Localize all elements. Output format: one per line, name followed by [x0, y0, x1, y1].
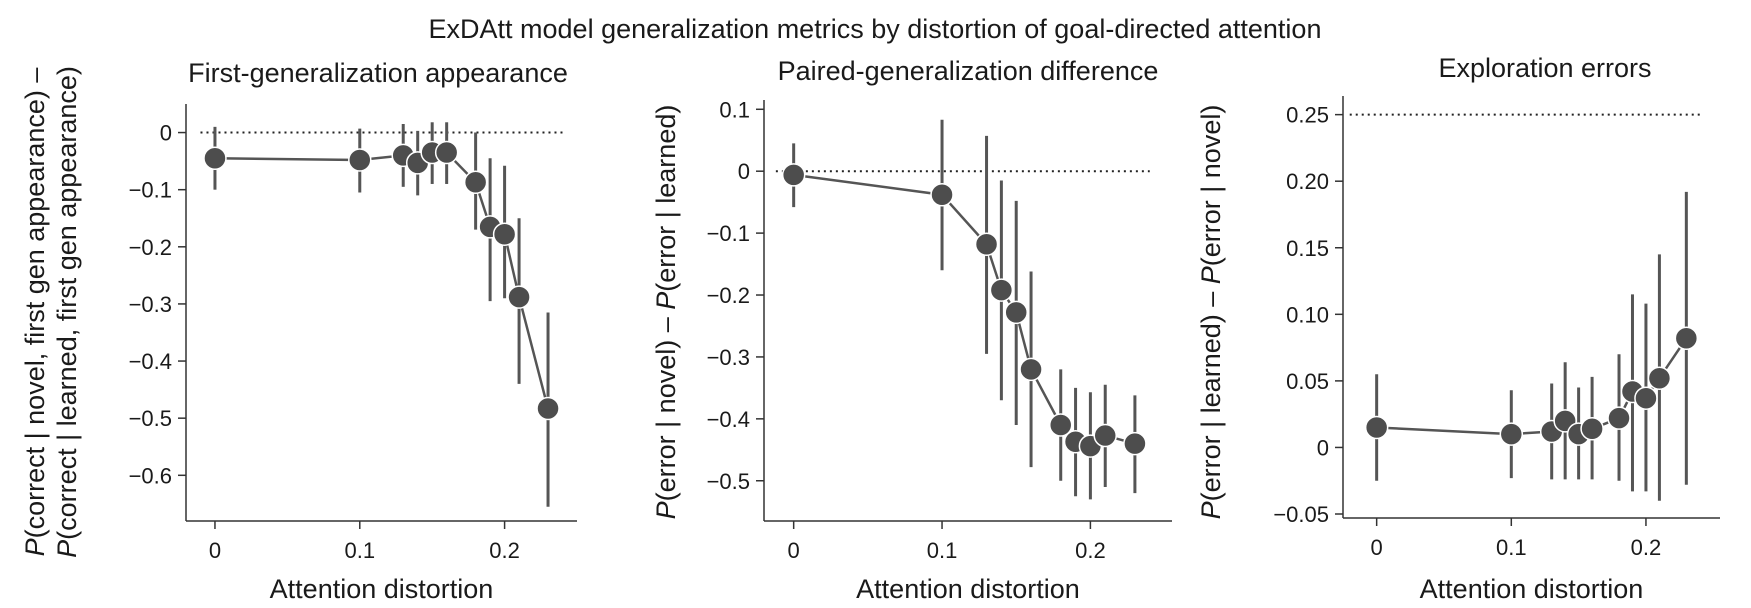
x-tick-label: 0.2	[489, 538, 520, 563]
series-line	[793, 173, 1136, 448]
x-tick-label: 0	[209, 538, 221, 563]
y-tick-label: 0.05	[1286, 369, 1329, 394]
y-tick-label: 0	[738, 159, 750, 184]
y-axis-label-part: (correct | learned, first gen appearance…	[52, 66, 82, 540]
data-point	[536, 396, 560, 421]
x-tick-label: 0.1	[1496, 535, 1527, 560]
y-tick-label: 0.1	[719, 97, 750, 122]
y-tick-label: 0.25	[1286, 103, 1329, 128]
x-tick-label: 0.2	[1075, 538, 1106, 563]
y-axis-label-part: (correct | novel, first gen appearance) …	[20, 68, 50, 539]
panel-title: Exploration errors	[1438, 53, 1651, 83]
panel-title: First-generalization appearance	[188, 58, 568, 88]
y-axis-label-part: P	[1196, 266, 1226, 284]
data-point	[463, 170, 488, 195]
y-tick-label: −0.4	[707, 407, 750, 432]
data-point	[1019, 357, 1043, 382]
data-point	[1048, 413, 1073, 437]
data-point	[1093, 423, 1117, 448]
x-tick-label: 0	[788, 538, 800, 563]
panel-title: Paired-generalization difference	[778, 56, 1159, 86]
chart-panel-1: First-generalization appearance 0 −0.1 −0.2…	[20, 58, 577, 604]
data-point	[1647, 366, 1672, 390]
x-tick-label: 0.1	[927, 538, 958, 563]
chart-panel-3: Exploration errors0.250.200.150.100.050−…	[1196, 53, 1720, 604]
data-point	[1674, 326, 1699, 351]
chart-panel-2: Paired-generalization difference 0.1 0 −0.1…	[651, 56, 1172, 604]
y-tick-label: 0	[160, 121, 172, 146]
y-tick-label: −0.3	[129, 292, 172, 317]
y-axis-label: P(correct | novel, first gen appearance)…	[20, 68, 50, 557]
x-axis-label: Attention distortion	[856, 574, 1080, 604]
data-point	[348, 148, 372, 172]
y-axis-label-part: (error | learned) –	[1196, 284, 1226, 501]
data-point	[930, 182, 954, 207]
series-line	[214, 151, 550, 409]
data-point	[1580, 417, 1604, 441]
y-tick-label: 0.10	[1286, 302, 1329, 327]
data-point	[434, 140, 459, 165]
data-point	[507, 285, 531, 309]
y-tick-label: −0.4	[129, 349, 172, 374]
y-tick-label: −0.1	[707, 221, 750, 246]
y-tick-label: −0.3	[707, 345, 750, 370]
data-point	[1004, 300, 1028, 325]
x-axis-label: Attention distortion	[270, 574, 494, 604]
data-point	[1499, 422, 1524, 446]
x-tick-label: 0	[1371, 535, 1383, 560]
y-tick-label: −0.6	[129, 463, 172, 488]
x-tick-label: 0.1	[344, 538, 375, 563]
y-axis-label: P(error | learned) – P(error | novel)	[1196, 105, 1226, 520]
data-point	[203, 146, 227, 171]
y-tick-label: 0	[1317, 435, 1329, 460]
y-axis-label-part: P	[1196, 501, 1226, 519]
figure-title: ExDAtt model generalization metrics by d…	[429, 14, 1322, 44]
y-tick-label: 0.15	[1286, 236, 1329, 261]
y-tick-label: −0.5	[129, 406, 172, 431]
y-tick-label: −0.2	[707, 283, 750, 308]
y-tick-label: −0.2	[129, 235, 172, 260]
y-axis-label: P(correct | learned, first gen appearanc…	[52, 66, 82, 558]
data-point	[1607, 406, 1631, 430]
data-point	[1364, 415, 1389, 440]
y-tick-label: −0.05	[1273, 502, 1329, 527]
x-tick-label: 0.2	[1631, 535, 1662, 560]
y-axis-label-part: P	[52, 540, 82, 558]
y-axis-label: P(error | novel) – P(error | learned)	[651, 105, 681, 520]
y-tick-label: −0.5	[707, 469, 750, 494]
data-point	[974, 232, 999, 257]
data-point	[781, 163, 806, 187]
y-axis-label-part: (error | novel)	[1196, 105, 1226, 267]
data-point	[1123, 431, 1147, 456]
x-axis-label: Attention distortion	[1420, 574, 1644, 604]
y-tick-label: −0.1	[129, 178, 172, 203]
y-tick-label: 0.20	[1286, 169, 1329, 194]
y-axis-label-part: P	[651, 292, 681, 310]
y-axis-label-part: P	[651, 501, 681, 519]
data-point	[1634, 386, 1658, 410]
y-axis-label-part: (error | novel) –	[651, 310, 681, 502]
data-point	[989, 278, 1014, 302]
y-axis-label-part: (error | learned)	[651, 105, 681, 292]
data-point	[492, 222, 517, 246]
y-axis-label-part: P	[20, 538, 50, 556]
